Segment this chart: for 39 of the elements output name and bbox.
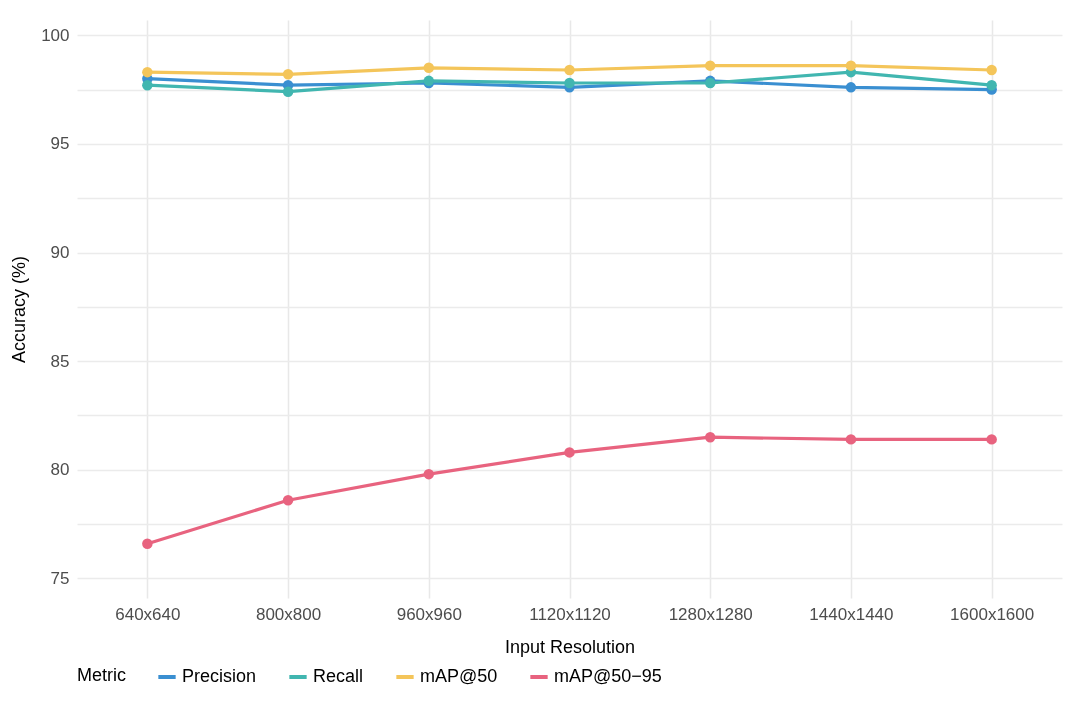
x-tick-label: 640x640	[115, 604, 181, 624]
point	[142, 66, 153, 78]
x-tick-label: 1600x1600	[950, 604, 1035, 624]
y-tick-label: 100	[41, 25, 70, 45]
y-tick-label: 90	[50, 243, 70, 262]
legend-label: mAP@50	[420, 666, 498, 686]
x-tick-label: 1280x1280	[668, 604, 753, 624]
x-tick-label: 1440x1440	[809, 604, 894, 624]
point	[704, 431, 716, 443]
x-tick-label: 1120x1120	[529, 604, 611, 624]
legend-label: Precision	[182, 666, 257, 686]
point	[282, 69, 294, 80]
point	[704, 60, 716, 71]
point	[564, 447, 575, 458]
y-axis-title: Accuracy (%)	[9, 255, 30, 364]
x-axis-title: Input Resolution	[504, 636, 636, 657]
point	[845, 434, 857, 445]
point	[423, 62, 435, 74]
y-tick-label: 75	[50, 568, 70, 588]
legend-label: Recall	[313, 666, 364, 686]
point	[423, 468, 435, 480]
point	[986, 434, 997, 445]
legend-title: Metric	[77, 665, 126, 685]
y-tick-label: 95	[50, 134, 70, 154]
point	[282, 494, 294, 506]
point	[986, 64, 997, 76]
x-tick-label: 960x960	[396, 604, 462, 624]
point	[986, 79, 997, 91]
y-tick-label: 80	[50, 460, 70, 480]
point	[142, 538, 153, 549]
point	[845, 60, 857, 71]
point	[142, 79, 153, 91]
legend-label: mAP@50−95	[554, 666, 662, 686]
y-tick-label: 85	[50, 351, 70, 371]
point	[564, 77, 575, 89]
point	[282, 86, 294, 97]
point	[845, 82, 857, 93]
x-tick-label: 800x800	[255, 604, 322, 624]
point	[564, 64, 575, 76]
